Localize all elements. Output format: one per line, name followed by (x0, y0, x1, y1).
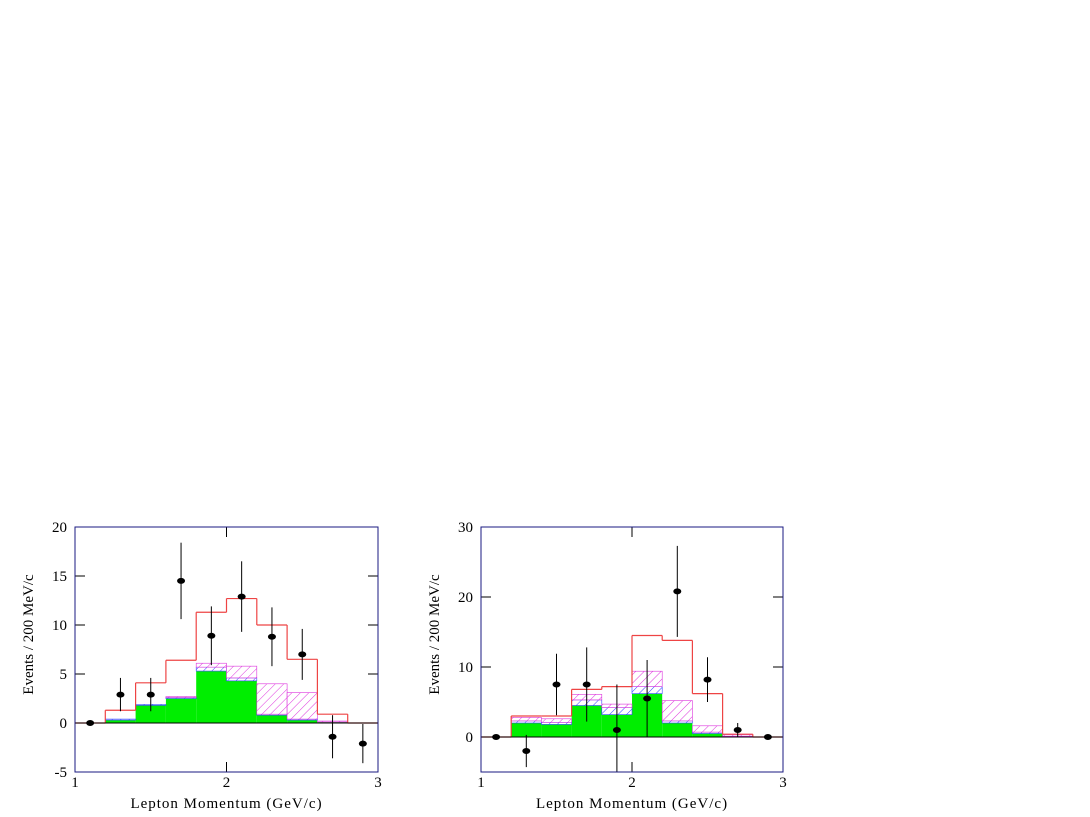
histogram-segment (661, 720, 693, 724)
data-point (552, 681, 561, 688)
histogram-segment (256, 715, 288, 723)
data-point (328, 733, 337, 740)
y-axis-label: Events / 200 MeV/c (21, 574, 37, 695)
data-point (703, 676, 712, 683)
data-point (267, 633, 276, 640)
x-tick-label: 3 (779, 775, 787, 791)
y-tick-label: 5 (60, 667, 68, 683)
y-tick-label: 10 (458, 660, 473, 676)
histogram-segment (165, 698, 197, 723)
histogram-segment (196, 671, 227, 723)
plot-area (75, 542, 378, 764)
histogram-segment (511, 723, 542, 737)
data-point (358, 740, 367, 747)
y-tick-label: 10 (52, 618, 67, 634)
x-tick-label: 2 (628, 775, 636, 791)
x-axis-label: Lepton Momentum (GeV/c) (536, 796, 728, 812)
y-tick-label: 0 (60, 716, 68, 732)
histogram-segment (287, 720, 318, 723)
histogram-segment (226, 665, 258, 679)
plot-frame (480, 526, 784, 773)
histogram-segment (510, 720, 542, 724)
histogram-segment (105, 718, 136, 721)
plot-frame (74, 526, 379, 773)
histogram-segment (662, 723, 693, 737)
histogram-segment (692, 725, 723, 733)
histogram-segment (226, 677, 258, 682)
data-point (237, 593, 246, 600)
histogram-segment (692, 733, 723, 737)
y-tick-label: 20 (52, 520, 67, 536)
histogram-segment (195, 666, 227, 672)
data-point (207, 632, 216, 639)
data-point (612, 727, 621, 733)
x-tick-label: 1 (71, 775, 79, 791)
histogram-segment (165, 696, 197, 698)
histogram-segment (105, 720, 136, 723)
histogram-segment (510, 717, 542, 722)
x-tick-label: 3 (374, 775, 382, 791)
data-point (643, 695, 652, 702)
y-tick-label: 20 (458, 590, 473, 606)
x-tick-label: 1 (477, 775, 485, 791)
data-point (673, 588, 682, 595)
histogram-segment (286, 692, 318, 720)
y-tick-label: 0 (466, 730, 474, 746)
histogram-segment (135, 705, 166, 723)
data-point (582, 681, 591, 688)
data-point (116, 691, 125, 698)
data-point (298, 651, 307, 658)
data-point (146, 691, 155, 698)
y-tick-label: -5 (55, 765, 68, 781)
data-point (177, 577, 186, 584)
histogram-segment (541, 718, 572, 723)
y-tick-label: 15 (52, 569, 67, 585)
histogram-segment (661, 700, 693, 722)
y-axis-label: Events / 200 MeV/c (427, 574, 443, 695)
histogram-segment (541, 721, 572, 725)
histogram-segment (541, 724, 572, 737)
data-point (522, 748, 531, 754)
data-point (733, 727, 742, 733)
x-tick-label: 2 (223, 775, 231, 791)
histogram-segment (256, 683, 288, 715)
histogram-segment (226, 680, 257, 723)
y-tick-label: 30 (458, 520, 473, 536)
x-axis-label: Lepton Momentum (GeV/c) (130, 796, 322, 812)
plot-area (481, 545, 783, 772)
